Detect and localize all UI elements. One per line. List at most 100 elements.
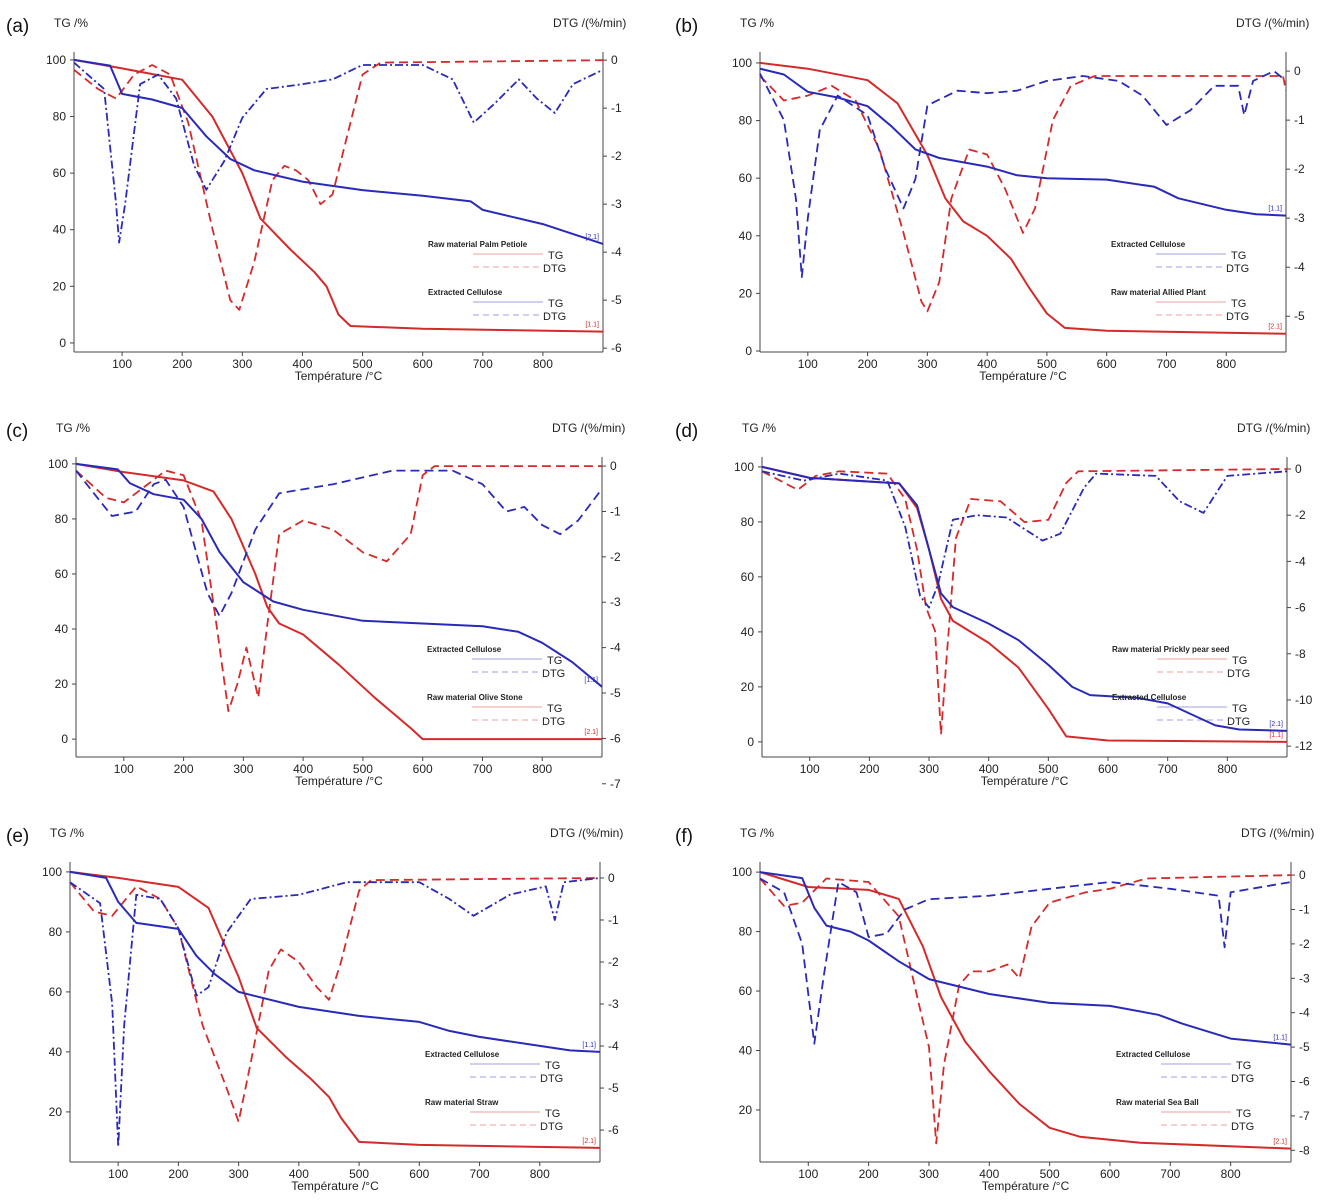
panel-label: (d) [675,421,699,442]
tg-tick-label: 100 [46,53,66,67]
dtg-axis-title: DTG /(%/min) [1241,826,1315,840]
dtg-tick-label: -4 [1295,554,1306,568]
dtg-tick-label: -1 [611,101,622,115]
chart-svg: 100 200 300 400 500 600 700 800 0 20 40 60 80 100 0 -1 -… [48,457,621,791]
x-tick-label: 200 [859,1167,879,1181]
raw-tg-line [759,61,1287,335]
legend-dtg-label: DTG [540,1121,563,1133]
dtg-tick-label: 0 [1299,868,1306,882]
end-label: [2.1] [584,729,598,736]
x-tick-label: 300 [232,357,252,371]
panel-b: (b) TG /% DTG /(%/min) 100 200 300 400 500 600 70… [669,0,1338,400]
end-label: [1.1] [585,322,599,329]
tg-tick-label: 80 [49,925,63,939]
tg-tick-label: 80 [55,512,69,526]
legend-tg-label: TG [1236,1060,1251,1072]
legend-title: Extracted Cellulose [428,288,503,297]
tg-tick-label: 80 [739,114,753,128]
legend-tg-label: TG [1236,1108,1251,1120]
dtg-tick-label: -3 [611,197,622,211]
dtg-axis-title: DTG /(%/min) [1236,16,1310,30]
cellulose-dtg-line [759,877,1292,1045]
x-tick-label: 300 [229,1167,249,1181]
legend-dtg-label: DTG [1227,716,1250,728]
x-tick-label: 100 [108,1167,128,1181]
dtg-tick-label: -5 [611,293,622,307]
tg-tick-label: 60 [739,984,753,998]
chart-svg: 100 200 300 400 500 600 700 800 20 40 60 80 100 0 -1 -2… [42,862,619,1193]
legend-title: Raw material Straw [425,1098,499,1107]
dtg-tick-label: -3 [1299,971,1310,985]
tg-tick-label: 0 [745,344,752,358]
x-tick-label: 400 [979,1167,999,1181]
dtg-tick-label: 0 [611,53,618,67]
dtg-tick-label: -5 [608,1081,619,1095]
legend-tg-label: TG [1231,298,1246,310]
x-tick-label: 300 [917,357,937,371]
tg-tick-label: 60 [55,567,69,581]
legend-dtg-label: DTG [1231,1121,1254,1133]
raw-tg-line [75,462,602,741]
dtg-tick-label: -12 [1295,739,1313,753]
tg-tick-label: 80 [741,515,755,529]
raw-dtg-line [759,874,1292,1145]
legend-dtg-label: DTG [1227,668,1250,680]
legend-tg-label: TG [545,1108,560,1120]
tg-tick-label: 40 [741,625,755,639]
x-tick-label: 600 [1097,357,1117,371]
legend-dtg-label: DTG [1226,263,1249,275]
chart-svg: 100 200 300 400 500 600 700 800 0 20 40 60 80 100 0 -1 -… [732,52,1305,383]
x-tick-label: 500 [1040,1167,1060,1181]
tg-tick-label: 40 [739,229,753,243]
raw-dtg-line [75,465,602,713]
x-tick-label: 400 [289,1167,309,1181]
x-tick-label: 300 [919,762,939,776]
end-label: [1.1] [1273,1035,1287,1042]
legend-dtg-label: DTG [542,668,565,680]
tg-tick-label: 20 [55,677,69,691]
legend-title: Raw material Allied Plant [1111,288,1206,297]
x-axis-title: Température /°C [295,369,383,383]
x-tick-label: 400 [293,762,313,776]
legend-title: Raw material Olive Stone [427,693,523,702]
cellulose-tg-line [75,462,603,688]
x-tick-label: 500 [1037,357,1057,371]
legend-title: Raw material Prickly pear seed [1112,645,1230,654]
end-label: [2.1] [1273,1139,1287,1146]
x-tick-label: 800 [1221,1167,1241,1181]
tg-tick-label: 80 [53,110,67,124]
x-tick-label: 200 [168,1167,188,1181]
legend-dtg-label: DTG [1231,1073,1254,1085]
x-tick-label: 400 [977,357,997,371]
tg-tick-label: 60 [49,985,63,999]
x-tick-label: 700 [1156,357,1176,371]
tg-tick-label: 100 [42,865,62,879]
cellulose-tg-line [73,58,604,245]
x-axis-title: Température /°C [291,1179,379,1193]
legend-tg-label: TG [547,703,562,715]
tg-axis-title: TG /% [54,16,89,30]
end-label: [1.1] [1269,732,1283,739]
tg-tick-label: 0 [59,336,66,350]
x-tick-label: 200 [858,357,878,371]
x-tick-label: 800 [1217,762,1237,776]
dtg-axis-title: DTG /(%/min) [552,421,626,435]
raw-tg-line [69,870,601,1149]
dtg-tick-label: -2 [610,550,621,564]
cellulose-dtg-line [75,469,603,617]
dtg-tick-label: -6 [1299,1074,1310,1088]
raw-tg-line [761,465,1288,743]
tg-tick-label: 20 [49,1105,63,1119]
dtg-tick-label: -7 [1299,1109,1310,1123]
x-tick-label: 800 [530,1167,550,1181]
dtg-tick-label: -3 [1294,211,1305,225]
legend-dtg-label: DTG [542,716,565,728]
chart-svg: 100 200 300 400 500 600 700 800 20 40 60 80 100 0 -1 -2… [732,862,1310,1193]
x-tick-label: 100 [798,1167,818,1181]
tg-tick-label: 20 [741,680,755,694]
tg-tick-label: 60 [53,166,67,180]
legend-title: Raw material Sea Ball [1116,1098,1199,1107]
cellulose-dtg-line [761,470,1288,609]
x-tick-label: 300 [919,1167,939,1181]
x-tick-label: 600 [413,762,433,776]
